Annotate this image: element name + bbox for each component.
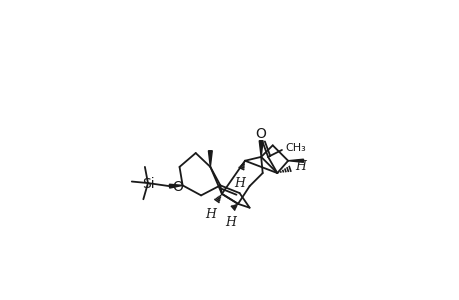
Text: O: O xyxy=(255,127,266,141)
Text: H: H xyxy=(234,177,245,190)
Polygon shape xyxy=(208,151,212,167)
Text: H: H xyxy=(204,208,215,221)
Polygon shape xyxy=(169,184,182,188)
Text: H: H xyxy=(294,160,305,173)
Text: Si: Si xyxy=(142,177,155,191)
Polygon shape xyxy=(287,159,303,162)
Text: CH₃: CH₃ xyxy=(285,143,306,153)
Polygon shape xyxy=(259,141,263,157)
Text: O: O xyxy=(172,180,182,194)
Text: H: H xyxy=(224,216,235,229)
